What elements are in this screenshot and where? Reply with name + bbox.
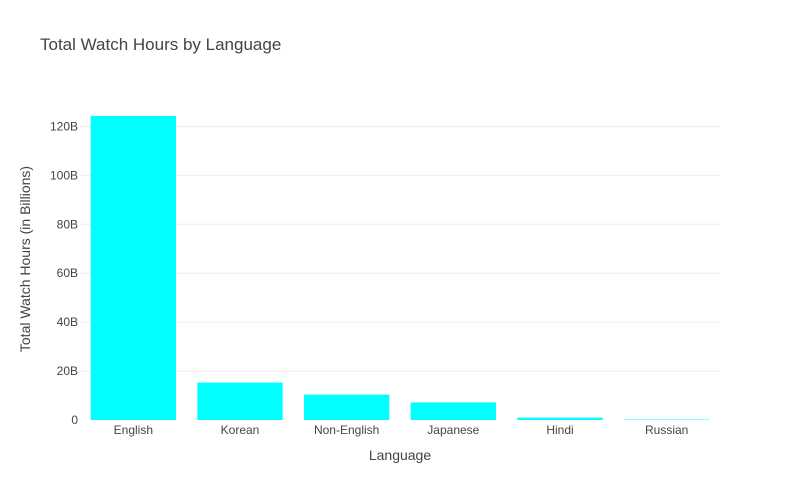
bar-korean[interactable] (197, 382, 283, 420)
y-tick-label: 0 (71, 413, 78, 427)
bar-english[interactable] (90, 115, 176, 421)
x-tick-label: Non-English (314, 423, 379, 437)
y-tick-label: 100B (50, 168, 78, 182)
x-tick-label: Russian (645, 423, 688, 437)
x-tick-label: English (114, 423, 153, 437)
chart-title: Total Watch Hours by Language (40, 35, 281, 54)
bar-japanese[interactable] (410, 402, 496, 420)
y-tick-label: 80B (57, 217, 78, 231)
y-tick-label: 20B (57, 364, 78, 378)
grid-layer (80, 125, 720, 372)
bar-hindi[interactable] (517, 417, 603, 420)
y-axis-title: Total Watch Hours (in Billions) (17, 166, 33, 352)
bar-layer (90, 115, 710, 421)
x-axis-title: Language (369, 447, 432, 463)
x-tick-label: Japanese (427, 423, 479, 437)
bar-non-english[interactable] (304, 394, 390, 420)
y-tick-label: 40B (57, 315, 78, 329)
y-tick-label: 120B (50, 119, 78, 133)
y-tick-label: 60B (57, 266, 78, 280)
x-tick-label: Korean (221, 423, 260, 437)
x-axis-ticks: English Korean Non-English Japanese Hindi Rus… (114, 423, 689, 437)
y-axis-ticks: 0 20B 40B 60B 80B 100B 120B (50, 119, 78, 427)
x-tick-label: Hindi (546, 423, 573, 437)
